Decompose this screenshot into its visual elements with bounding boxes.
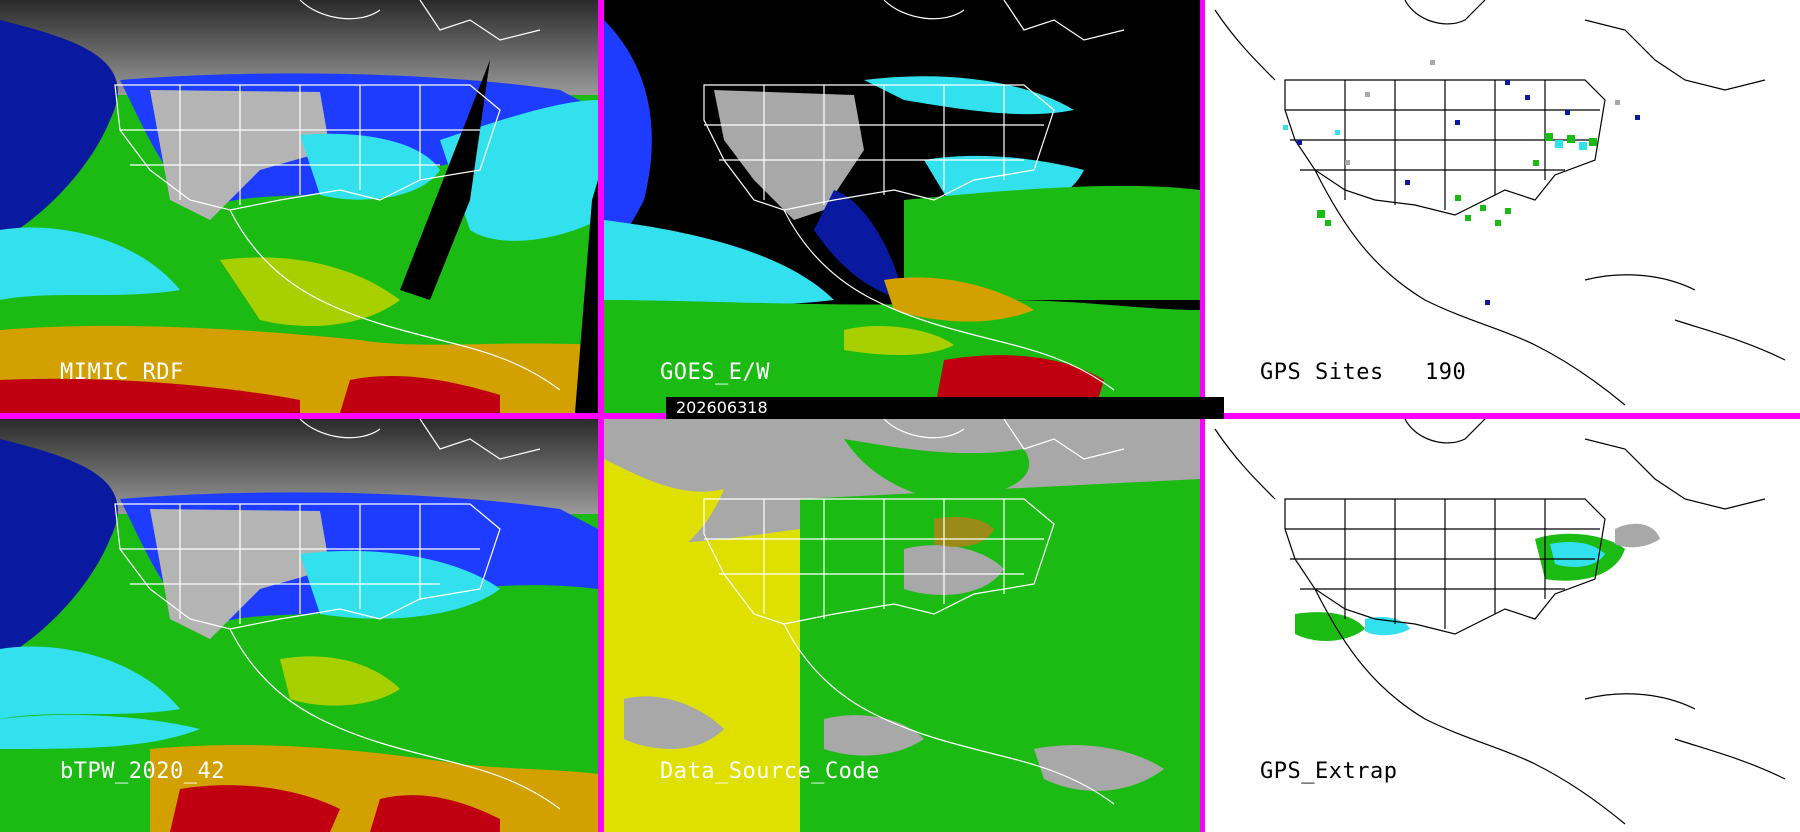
panel-gps-sites: GPS Sites 190 [1205, 0, 1800, 413]
btpw-map [0, 419, 598, 832]
data-source-code-map [604, 419, 1200, 832]
btpw-label: bTPW_2020_42 [60, 759, 225, 784]
panel-gps-extrap: GPS_Extrap [1205, 419, 1800, 832]
gps-extrap-map [1205, 419, 1800, 832]
gps-extrap-label: GPS_Extrap [1260, 759, 1398, 784]
goes-ew-label: GOES_E/W [660, 360, 770, 385]
gps-sites-map [1205, 0, 1800, 413]
data-source-code-label: Data_Source_Code [660, 759, 880, 784]
gps-sites-count: 190 [1424, 360, 1467, 385]
goes-ew-map [604, 0, 1200, 413]
panel-btpw: bTPW_2020_42 [0, 419, 598, 832]
panel-mimic-rdf: MIMIC RDF [0, 0, 598, 413]
panel-goes-ew: GOES_E/W [604, 0, 1200, 413]
gps-sites-title: GPS Sites [1260, 360, 1384, 385]
panel-data-source-code: Data_Source_Code [604, 419, 1200, 832]
gps-sites-label: GPS Sites 190 [1260, 360, 1466, 385]
timestamp-bar: 202606318 [666, 397, 1224, 419]
mimic-rdf-map [0, 0, 598, 413]
mimic-rdf-label: MIMIC RDF [60, 360, 184, 385]
